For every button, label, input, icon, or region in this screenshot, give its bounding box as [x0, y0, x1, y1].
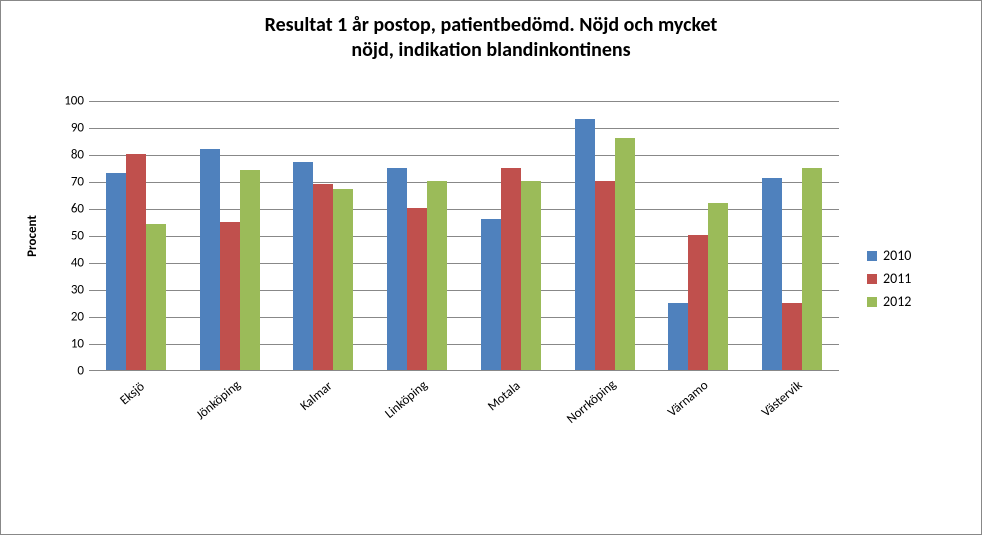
legend-item: 2011: [867, 270, 967, 287]
gridline: [89, 128, 839, 129]
y-tick-label: 10: [54, 337, 84, 352]
legend-label: 2012: [883, 293, 911, 310]
bar: [240, 170, 260, 370]
bar: [293, 162, 313, 370]
bar: [595, 181, 615, 370]
legend-swatch: [867, 251, 877, 261]
bar-group: [481, 168, 541, 371]
bar: [521, 181, 541, 370]
y-tick-label: 40: [54, 256, 84, 271]
bar: [313, 184, 333, 370]
bar: [200, 149, 220, 370]
chart-title-line1: Resultat 1 år postop, patientbedömd. Nöj…: [265, 13, 718, 37]
x-tick-label: Kalmar: [298, 379, 336, 414]
bar: [126, 154, 146, 370]
legend: 2010 2011 2012: [867, 241, 967, 316]
bar-group: [668, 203, 728, 370]
gridline: [89, 101, 839, 102]
legend-swatch: [867, 297, 877, 307]
x-tick-label: Värnamo: [665, 378, 711, 420]
bar: [708, 203, 728, 370]
x-tick-label: Jönköping: [193, 378, 243, 424]
bar-group: [387, 168, 447, 371]
y-tick-label: 20: [54, 310, 84, 325]
bar: [387, 168, 407, 371]
x-tick-label: Västervik: [759, 378, 805, 420]
x-tick-label: Motala: [485, 379, 523, 415]
chart-title-line2: nöjd, indikation blandinkontinens: [351, 38, 630, 62]
y-tick-label: 70: [54, 175, 84, 190]
bar: [802, 168, 822, 371]
y-tick-label: 50: [54, 229, 84, 244]
legend-item: 2012: [867, 293, 967, 310]
y-axis-label: Procent: [25, 215, 40, 257]
bar: [106, 173, 126, 370]
bar: [688, 235, 708, 370]
bar: [575, 119, 595, 370]
y-tick-label: 100: [54, 94, 84, 109]
bar: [762, 178, 782, 370]
legend-item: 2010: [867, 247, 967, 264]
chart-body: Procent 0102030405060708090100EksjöJönkö…: [59, 101, 839, 431]
bar: [220, 222, 240, 371]
plot-area: [89, 101, 839, 371]
bar-group: [293, 162, 353, 370]
bar-group: [762, 168, 822, 371]
x-tick-label: Eksjö: [117, 379, 147, 408]
y-tick-label: 90: [54, 121, 84, 136]
chart-container: Resultat 1 år postop, patientbedömd. Nöj…: [0, 0, 982, 535]
x-tick-label: Norrköping: [564, 377, 619, 427]
bar: [427, 181, 447, 370]
y-tick-label: 60: [54, 202, 84, 217]
bar-group: [575, 119, 635, 370]
y-tick-label: 30: [54, 283, 84, 298]
y-tick-label: 0: [54, 364, 84, 379]
bar: [615, 138, 635, 370]
legend-label: 2010: [883, 247, 911, 264]
bar-group: [200, 149, 260, 370]
bar: [407, 208, 427, 370]
bar: [501, 168, 521, 371]
bar: [481, 219, 501, 370]
bar: [782, 303, 802, 371]
x-tick-label: Linköping: [382, 378, 430, 422]
chart-title: Resultat 1 år postop, patientbedömd. Nöj…: [111, 13, 871, 63]
legend-label: 2011: [883, 270, 911, 287]
bar: [146, 224, 166, 370]
bar: [668, 303, 688, 371]
bar: [333, 189, 353, 370]
y-tick-label: 80: [54, 148, 84, 163]
legend-swatch: [867, 274, 877, 284]
bar-group: [106, 154, 166, 370]
